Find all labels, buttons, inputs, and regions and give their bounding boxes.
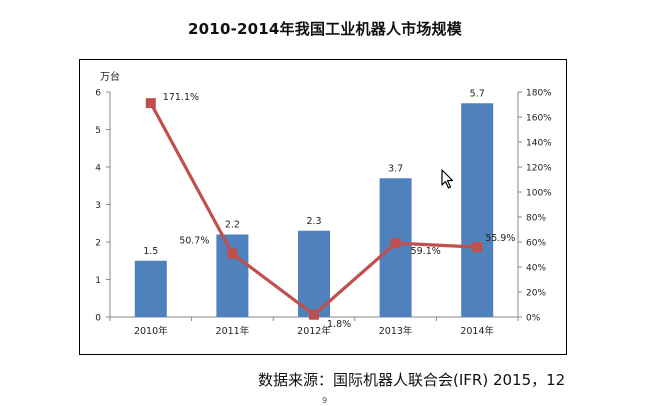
left-axis-tick-label: 2 <box>95 239 101 249</box>
right-axis-tick-label: 180% <box>526 89 552 99</box>
chart-title: 2010-2014年我国工业机器人市场规模 <box>188 20 462 38</box>
line-marker <box>472 242 483 253</box>
line-data-label: 55.9% <box>485 233 515 244</box>
x-axis-tick-label: 2010年 <box>134 325 168 337</box>
arrow-cursor-icon <box>441 169 455 189</box>
line-data-label: 1.8% <box>327 319 351 330</box>
bar-data-label: 2.2 <box>225 220 240 231</box>
line-marker <box>227 248 238 259</box>
bar <box>298 230 330 317</box>
right-axis-tick-label: 160% <box>526 114 552 124</box>
x-axis-tick-label: 2012年 <box>297 325 331 337</box>
bar-data-label: 3.7 <box>388 163 403 174</box>
line-data-label: 50.7% <box>179 236 209 247</box>
bar <box>134 260 167 317</box>
right-axis-tick-label: 120% <box>526 164 552 174</box>
chart-frame <box>79 59 567 355</box>
left-axis-tick-label: 5 <box>95 126 101 136</box>
left-axis-tick-label: 1 <box>95 276 101 286</box>
left-axis-tick-label: 3 <box>95 201 101 211</box>
bar <box>461 103 494 317</box>
right-axis-tick-label: 0% <box>526 314 541 324</box>
line-marker <box>309 309 319 320</box>
left-axis-tick-label: 6 <box>95 89 101 99</box>
x-axis-tick-label: 2011年 <box>216 325 250 337</box>
line-marker <box>145 98 156 109</box>
right-axis-tick-label: 100% <box>526 189 552 199</box>
right-axis-tick-label: 60% <box>526 239 546 249</box>
line-data-label: 59.1% <box>411 246 441 257</box>
right-axis-tick-label: 20% <box>526 289 546 299</box>
source-note: 数据来源：国际机器人联合会(IFR) 2015，12 <box>258 371 566 389</box>
bar-data-label: 5.7 <box>470 88 485 99</box>
bar <box>216 234 249 317</box>
right-axis-tick-label: 80% <box>526 214 546 224</box>
bar-data-label: 1.5 <box>143 246 158 257</box>
y-axis-unit-label: 万台 <box>100 70 120 83</box>
left-axis-tick-label: 0 <box>95 314 101 324</box>
left-axis-tick-label: 4 <box>95 164 101 174</box>
page-mark: 9 <box>322 396 328 405</box>
x-axis-tick-label: 2013年 <box>379 325 413 337</box>
line-data-label: 171.1% <box>163 92 199 103</box>
line-marker <box>390 238 401 249</box>
right-axis-tick-label: 40% <box>526 264 546 274</box>
right-axis-tick-label: 140% <box>526 139 552 149</box>
bar-data-label: 2.3 <box>306 216 321 227</box>
x-axis-tick-label: 2014年 <box>460 325 494 337</box>
